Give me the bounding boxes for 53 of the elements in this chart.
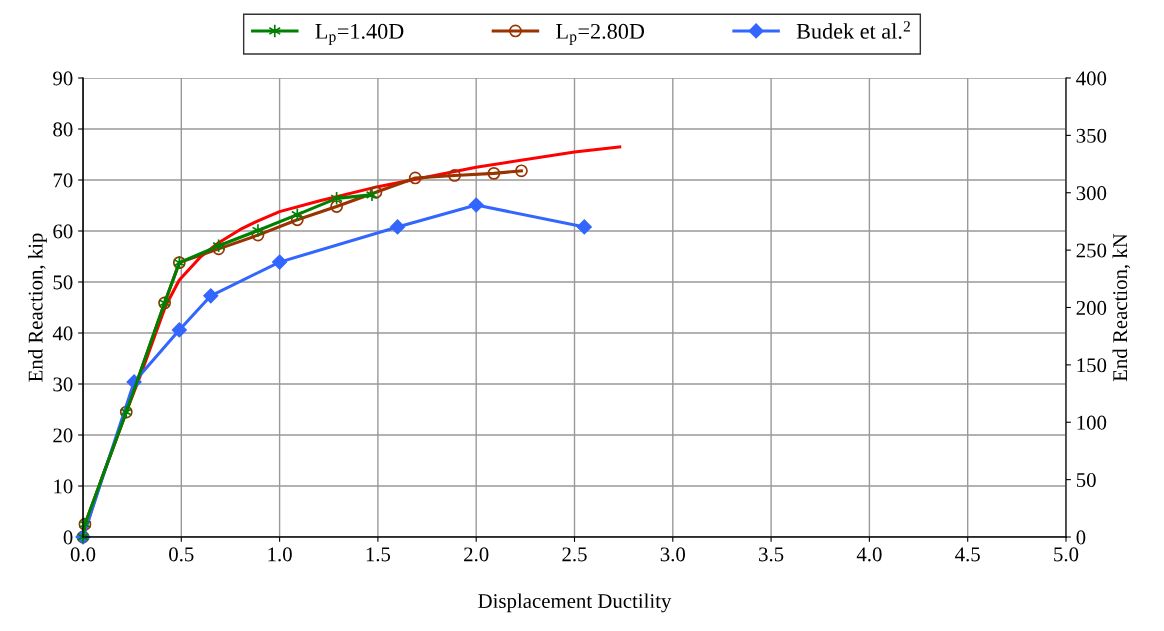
point — [408, 171, 422, 185]
x-tick-label: 0.5 — [169, 547, 194, 562]
point — [389, 219, 406, 235]
legend-label: L$_{p}$=1.40D — [315, 23, 404, 45]
y2-tick-label: 300 — [1076, 186, 1107, 201]
y-tick-label: 0 — [63, 530, 73, 545]
y-tick-label: 10 — [54, 479, 73, 494]
x-tick-label: 1.0 — [268, 547, 292, 562]
y2-tick-label: 200 — [1076, 300, 1107, 315]
x-tick-label: 3.0 — [660, 547, 686, 562]
y-tick-label: 80 — [53, 122, 73, 137]
point — [272, 254, 288, 270]
y2-tick-label: 250 — [1076, 243, 1107, 258]
y-tick-label: 90 — [53, 71, 73, 86]
point — [365, 187, 379, 202]
y2-tick-label: 150 — [1077, 358, 1107, 373]
y2-tick-label: 50 — [1076, 473, 1096, 488]
point — [515, 164, 528, 178]
y-tick-label: 50 — [53, 275, 73, 290]
point — [468, 197, 484, 213]
point — [487, 166, 501, 180]
y2-tick-label: 350 — [1076, 128, 1107, 143]
y-axis-title: End Reaction, kip — [28, 233, 47, 382]
x-tick-label: 0.0 — [70, 547, 96, 562]
x-tick-label: 2.5 — [562, 547, 587, 562]
y2-tick-label: 400 — [1076, 71, 1107, 86]
point — [203, 288, 219, 304]
point — [576, 219, 592, 235]
x-tick-label: 2.0 — [464, 547, 489, 562]
point — [448, 169, 461, 182]
y2-tick-label: 100 — [1077, 415, 1107, 430]
y-tick-label: 20 — [53, 428, 73, 443]
point — [291, 207, 304, 222]
legend-label: L$_{p}$=2.80D — [556, 23, 645, 45]
y2-tick-label: 0 — [1076, 530, 1086, 545]
x-tick-label: 1.5 — [366, 547, 391, 562]
x-axis-title: Displacement Ductility — [478, 593, 672, 613]
legend-label: Budek et al.$^{2}$ — [796, 21, 910, 39]
point — [330, 200, 344, 213]
x-tick-label: 4.5 — [955, 547, 980, 562]
point — [212, 242, 226, 256]
x-tick-label: 4.0 — [856, 547, 882, 562]
x-tick-label: 5.0 — [1054, 547, 1079, 562]
point — [251, 228, 265, 242]
point — [290, 213, 304, 227]
x-tick-label: 3.5 — [759, 547, 784, 562]
point — [171, 322, 187, 338]
y-tick-label: 40 — [52, 326, 73, 341]
y-tick-label: 30 — [53, 377, 73, 392]
point — [369, 185, 383, 199]
y2-axis-title: End Reaction, kN — [1112, 233, 1131, 382]
y-tick-label: 70 — [53, 173, 73, 188]
y-tick-label: 60 — [53, 224, 73, 239]
